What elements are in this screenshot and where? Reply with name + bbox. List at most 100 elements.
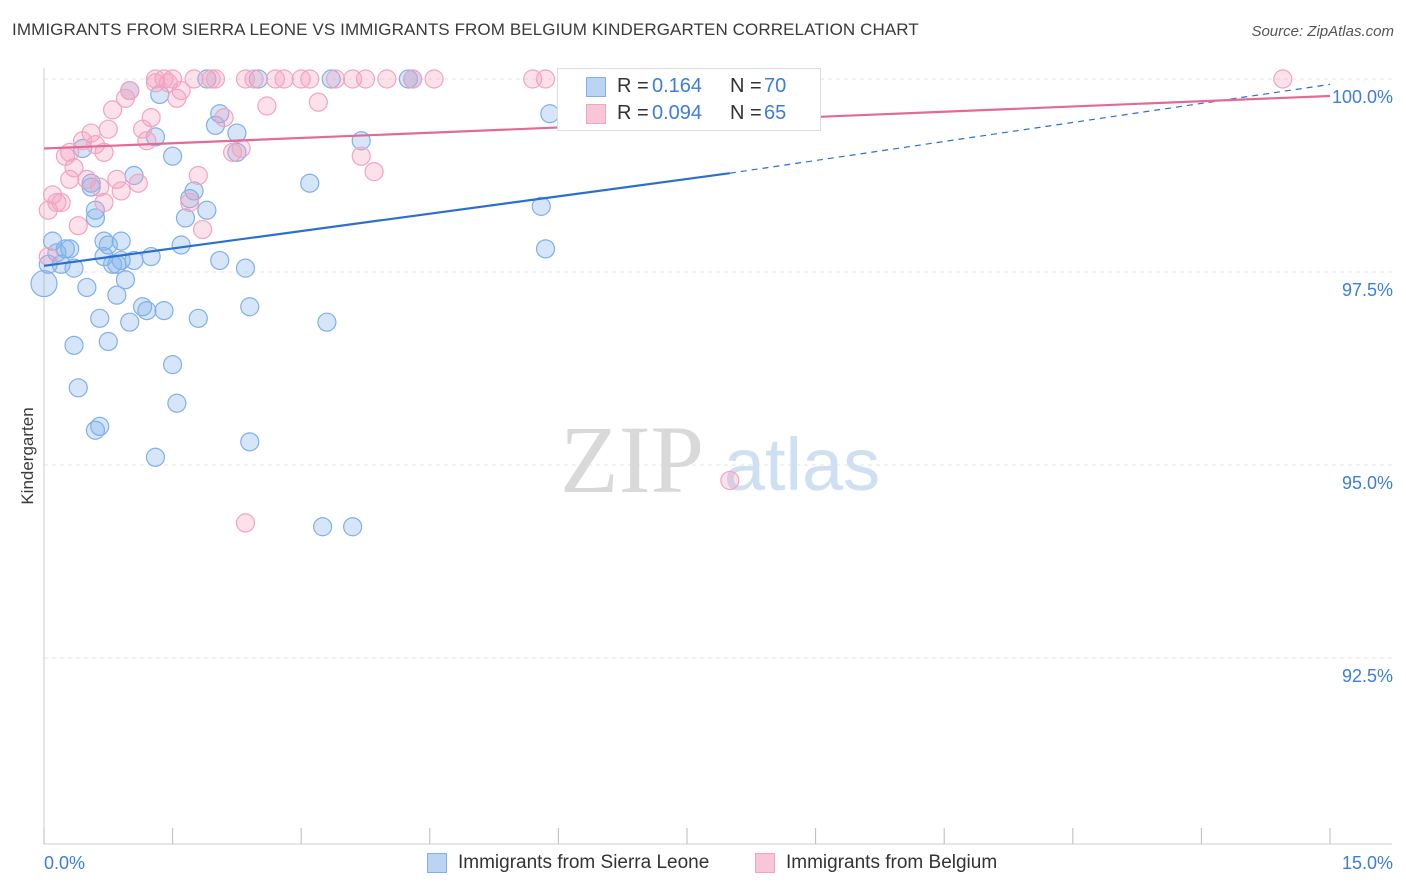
sierra-leone-point-31 [163, 355, 183, 375]
series-sierra-leone-points [30, 69, 560, 537]
legend-r-value: 0.094 [652, 102, 703, 124]
sierra-leone-point-22 [120, 312, 140, 332]
sierra-leone-point-32 [154, 301, 174, 321]
sierra-leone-point-59 [240, 432, 260, 452]
belgium-point-19 [128, 173, 148, 193]
belgium-point-37 [274, 69, 294, 89]
belgium-point-58 [38, 246, 58, 267]
sierra-leone-point-9 [85, 208, 106, 228]
trend-line-sierra-leone-projection [729, 83, 1331, 174]
sierra-leone-point-3 [64, 258, 84, 278]
belgium-point-64 [145, 69, 166, 89]
sierra-leone-point-44 [163, 146, 183, 166]
belgium-point-43 [377, 69, 397, 89]
belgium-point-55 [1273, 69, 1293, 89]
legend-swatch-blue [427, 853, 447, 873]
gridlines [44, 78, 1392, 659]
belgium-point-52 [424, 69, 444, 89]
sierra-leone-point-25 [64, 335, 84, 355]
belgium-point-50 [205, 69, 226, 89]
belgium-point-18 [120, 80, 140, 101]
legend-label-sierra-leone: Immigrants from Sierra Leone [458, 852, 710, 873]
sierra-leone-point-7 [30, 269, 58, 298]
sierra-leone-point-17 [107, 285, 127, 305]
belgium-point-14 [102, 100, 123, 120]
belgium-point-31 [214, 107, 234, 128]
belgium-point-54 [720, 470, 740, 491]
belgium-point-29 [193, 219, 213, 240]
y-tick-label-2: 95.0% [1342, 473, 1393, 493]
belgium-point-59 [94, 192, 114, 213]
sierra-leone-point-60 [313, 517, 333, 537]
legend-n-value: 70 [764, 75, 787, 97]
belgium-point-60 [60, 142, 80, 162]
sierra-leone-point-28 [85, 420, 106, 440]
sierra-leone-point-15 [111, 231, 131, 251]
sierra-leone-point-41 [240, 297, 260, 317]
trend-line-sierra-leone [43, 172, 731, 267]
tick-labels: 100.0% 97.5% 95.0% 92.5% 0.0% 15.0% [44, 87, 1393, 873]
sierra-leone-point-43 [184, 181, 204, 201]
belgium-point-53 [355, 69, 376, 89]
sierra-leone-point-69 [227, 123, 247, 143]
sierra-leone-point-16 [115, 270, 136, 290]
sierra-leone-point-1 [60, 239, 80, 259]
belgium-point-30 [201, 69, 221, 89]
belgium-point-41 [351, 146, 371, 166]
x-tick-label-start: 0.0% [44, 853, 85, 873]
legend-label-belgium: Immigrants from Belgium [786, 852, 998, 873]
legend-n-label: N = [730, 75, 762, 97]
chart-title: IMMIGRANTS FROM SIERRA LEONE VS IMMIGRAN… [12, 20, 919, 39]
belgium-point-4 [60, 169, 80, 189]
sierra-leone-point-38 [210, 250, 230, 271]
belgium-point-42 [364, 162, 384, 182]
belgium-point-61 [235, 513, 256, 533]
belgium-point-47 [535, 69, 556, 89]
belgium-point-56 [72, 131, 93, 151]
sierra-leone-point-40 [235, 258, 256, 278]
legend-n-value: 65 [764, 102, 787, 124]
belgium-point-11 [90, 177, 110, 197]
sierra-leone-point-68 [107, 254, 127, 274]
source-credit: Source: ZipAtlas.com [1251, 23, 1394, 40]
sierra-leone-point-24 [98, 331, 118, 352]
legend-swatch-blue [586, 77, 606, 97]
belgium-point-40 [325, 69, 346, 89]
x-tick-label-end: 15.0% [1342, 853, 1393, 873]
sierra-leone-point-5 [42, 231, 63, 251]
sierra-leone-point-53 [317, 312, 337, 332]
belgium-point-16 [111, 181, 131, 201]
watermark-zip: ZIP [560, 406, 704, 513]
belgium-point-48 [158, 73, 178, 93]
belgium-point-39 [308, 92, 328, 112]
sierra-leone-point-26 [68, 378, 88, 398]
legend-r-label: R = [617, 75, 649, 97]
sierra-leone-point-21 [137, 301, 157, 321]
sierra-leone-point-61 [343, 517, 363, 537]
sierra-leone-point-23 [90, 308, 110, 328]
watermark: ZIP atlas [560, 406, 880, 513]
sierra-leone-point-54 [300, 173, 320, 193]
sierra-leone-point-65 [98, 235, 118, 255]
sierra-leone-point-36 [175, 208, 196, 228]
belgium-point-62 [300, 69, 320, 89]
belgium-point-28 [188, 165, 208, 186]
y-tick-label-1: 97.5% [1342, 280, 1393, 300]
belgium-point-27 [180, 192, 200, 213]
legend-n-label: N = [730, 102, 762, 124]
belgium-point-49 [235, 69, 256, 89]
belgium-point-44 [403, 69, 423, 89]
series-belgium-points [38, 69, 1293, 533]
sierra-leone-point-34 [171, 235, 191, 255]
belgium-point-12 [94, 142, 114, 162]
sierra-leone-point-29 [145, 447, 166, 467]
y-tick-label-3: 92.5% [1342, 666, 1393, 686]
legend-r-value: 0.164 [652, 75, 703, 97]
legend-swatch-pink [586, 104, 606, 124]
sierra-leone-point-11 [72, 138, 93, 159]
sierra-leone-point-33 [188, 308, 208, 328]
sierra-leone-point-37 [197, 200, 217, 220]
sierra-leone-point-8 [77, 277, 97, 298]
belgium-point-57 [132, 119, 153, 139]
